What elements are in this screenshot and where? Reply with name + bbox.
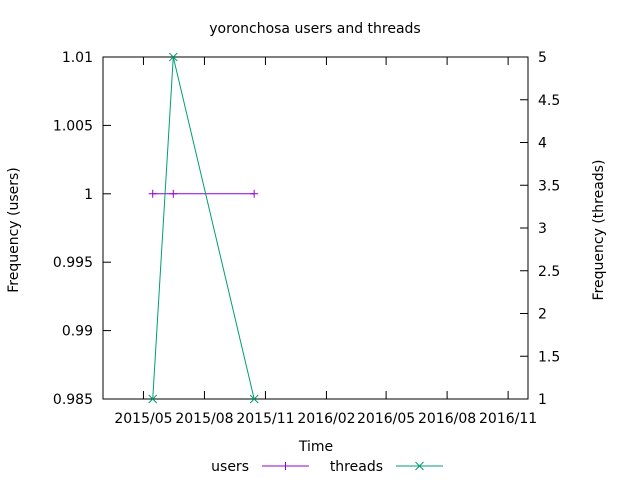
y2-tick-label: 2.5 — [538, 264, 560, 280]
series-point-threads — [249, 394, 259, 404]
y2-tick-label: 4 — [538, 136, 547, 152]
y2-tick-label: 3.5 — [538, 178, 560, 194]
x-axis-label: Time — [298, 439, 333, 455]
y2-tick-label: 3 — [538, 221, 547, 237]
x-tick-label: 2015/08 — [175, 411, 233, 427]
y2-tick-label: 1.5 — [538, 349, 560, 365]
series-point-users — [148, 189, 157, 198]
series-line-threads — [152, 56, 255, 400]
legend-marker-users — [281, 462, 290, 470]
y-tick-label: 1 — [84, 187, 93, 203]
x-tick-label: 2016/11 — [479, 411, 537, 427]
x-tick-label: 2015/05 — [114, 411, 172, 427]
legend-label-threads: threads — [330, 459, 383, 475]
y-tick-label: 0.985 — [53, 392, 93, 408]
series-point-users — [250, 189, 259, 198]
x-tick-label: 2016/05 — [357, 411, 415, 427]
y2-tick-label: 4.5 — [538, 93, 560, 109]
y-tick-label: 1.01 — [62, 50, 93, 66]
y-tick-label: 0.995 — [53, 255, 93, 271]
series-point-threads — [168, 52, 178, 62]
series-point-users — [169, 189, 178, 198]
y-axis-label: Frequency (users) — [6, 167, 22, 293]
y2-tick-label: 5 — [538, 50, 547, 66]
y-tick-label: 1.005 — [53, 118, 93, 134]
x-tick-label: 2016/02 — [297, 411, 355, 427]
x-tick-label: 2016/08 — [418, 411, 476, 427]
y-tick-label: 0.99 — [62, 324, 93, 340]
y2-tick-label: 1 — [538, 392, 547, 408]
x-tick-label: 2015/11 — [236, 411, 294, 427]
legend-label-users: users — [211, 459, 249, 475]
y2-axis-label: Frequency (threads) — [591, 160, 607, 301]
legend-marker-threads — [415, 461, 424, 471]
y2-tick-label: 2 — [538, 307, 547, 323]
chart-title: yoronchosa users and threads — [209, 21, 420, 37]
plot-border — [102, 56, 529, 400]
series-point-threads — [148, 394, 158, 404]
